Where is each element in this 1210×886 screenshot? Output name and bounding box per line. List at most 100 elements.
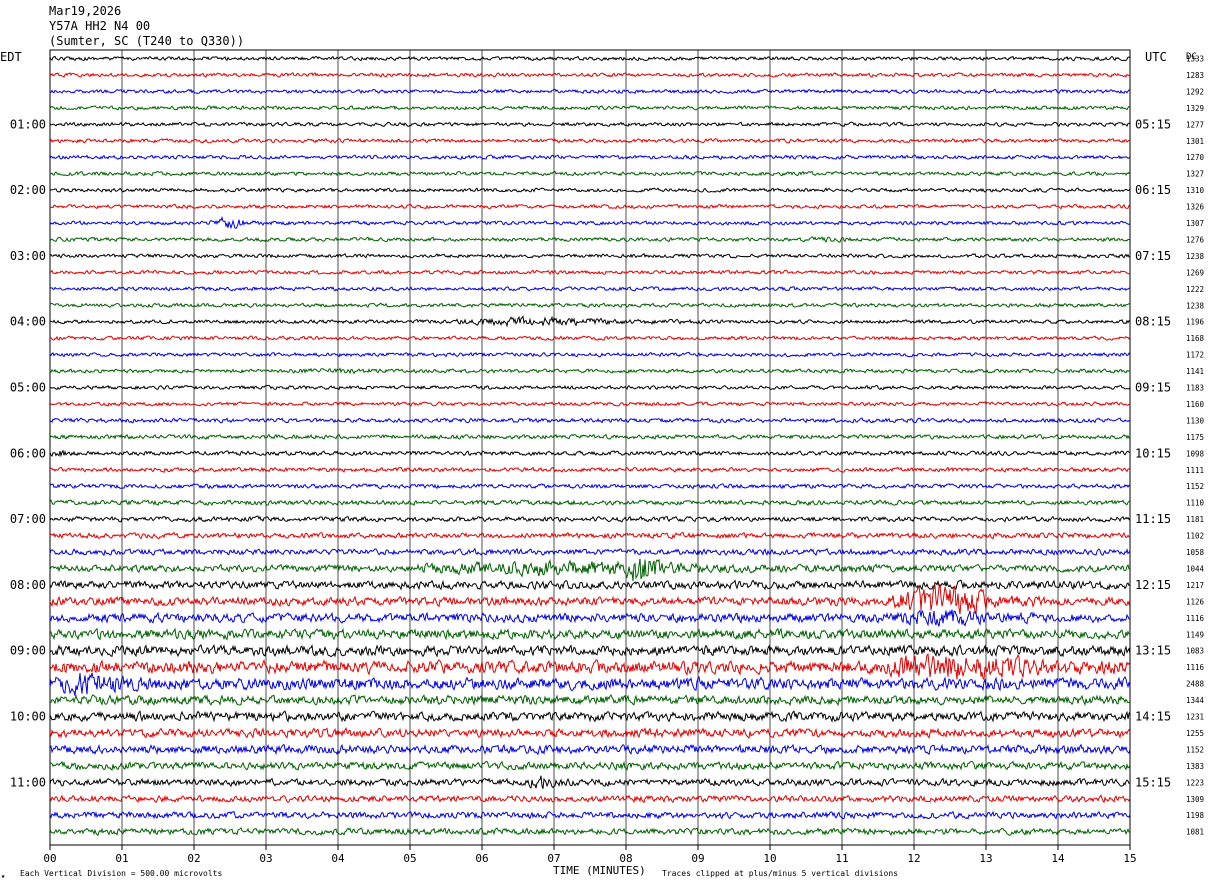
dc-offset-value: 1238 bbox=[1186, 252, 1205, 261]
utc-hour-label: 06:15 bbox=[1135, 183, 1171, 197]
utc-hour-label: 11:15 bbox=[1135, 512, 1171, 526]
trace-row-1 bbox=[49, 72, 1131, 78]
trace-row-18 bbox=[49, 351, 1131, 358]
trace-row-7 bbox=[49, 170, 1131, 177]
dc-offset-value: 1110 bbox=[1186, 499, 1205, 508]
trace-row-10 bbox=[49, 216, 1131, 230]
dc-offset-value: 1152 bbox=[1186, 482, 1204, 491]
trace-row-4 bbox=[49, 121, 1131, 128]
dc-offset-value: 1083 bbox=[1186, 647, 1204, 656]
dc-offset-value: 1327 bbox=[1186, 170, 1204, 179]
trace-row-9 bbox=[49, 203, 1131, 210]
dc-offset-value: 1309 bbox=[1186, 795, 1204, 804]
trace-row-5 bbox=[49, 137, 1131, 144]
dc-offset-value: 1307 bbox=[1186, 219, 1204, 228]
utc-hour-label: 05:15 bbox=[1135, 117, 1171, 131]
x-tick-label: 01 bbox=[115, 852, 128, 865]
minute-gridlines bbox=[121, 50, 1059, 845]
dc-offset-value: 1292 bbox=[1186, 87, 1204, 96]
trace-row-31 bbox=[49, 558, 1131, 582]
x-tick-label: 05 bbox=[403, 852, 416, 865]
x-axis-ticks: 00 01 02 03 04 05 06 07 08 09 10 11 12 13 14 15 bbox=[43, 845, 1137, 865]
x-tick-label: 10 bbox=[763, 852, 776, 865]
dc-offset-value: 2488 bbox=[1186, 680, 1205, 689]
dc-offset-value: 1333 bbox=[1186, 55, 1204, 64]
edt-hour-label: 09:00 bbox=[10, 644, 46, 658]
edt-hour-label: 03:00 bbox=[10, 249, 46, 263]
edt-hour-labels: 01:00 02:00 03:00 04:00 05:00 06:00 07:00 08:00… bbox=[10, 117, 46, 789]
dc-offset-value: 1181 bbox=[1186, 515, 1204, 524]
x-tick-label: 08 bbox=[619, 852, 632, 865]
utc-hour-label: 10:15 bbox=[1135, 446, 1171, 460]
trace-row-36 bbox=[49, 643, 1131, 658]
dc-offset-value: 1196 bbox=[1186, 318, 1205, 327]
dc-offset-value: 1270 bbox=[1186, 153, 1205, 162]
trace-row-35 bbox=[49, 627, 1131, 641]
trace-row-21 bbox=[49, 401, 1131, 407]
trace-row-45 bbox=[49, 794, 1131, 804]
trace-row-33 bbox=[49, 583, 1131, 615]
trace-row-27 bbox=[49, 499, 1131, 507]
station-location: (Sumter, SC (T240 to Q330)) bbox=[49, 34, 244, 48]
utc-hour-label: 07:15 bbox=[1135, 249, 1171, 263]
trace-row-12 bbox=[49, 253, 1131, 259]
dc-offset-value: 1126 bbox=[1186, 597, 1205, 606]
dc-offset-value: 1277 bbox=[1186, 120, 1204, 129]
x-tick-label: 09 bbox=[691, 852, 704, 865]
utc-hour-labels: 05:15 06:15 07:15 08:15 09:15 10:15 11:15 12:15… bbox=[1135, 117, 1171, 789]
trace-row-23 bbox=[49, 433, 1131, 440]
trace-row-25 bbox=[49, 466, 1131, 473]
dc-offset-value: 1160 bbox=[1186, 400, 1205, 409]
trace-row-34 bbox=[49, 609, 1131, 627]
dc-offset-value: 1269 bbox=[1186, 268, 1204, 277]
trace-row-6 bbox=[49, 154, 1131, 160]
x-tick-label: 11 bbox=[835, 852, 848, 865]
scale-note: Each Vertical Division = 500.00 microvol… bbox=[20, 869, 222, 878]
x-tick-label: 06 bbox=[475, 852, 488, 865]
dc-offset-value: 1310 bbox=[1186, 186, 1205, 195]
trace-row-39 bbox=[49, 694, 1131, 707]
trace-row-46 bbox=[49, 810, 1131, 820]
x-tick-label: 03 bbox=[259, 852, 272, 865]
edt-hour-label: 10:00 bbox=[10, 710, 46, 724]
trace-row-43 bbox=[49, 760, 1131, 772]
x-tick-label: 12 bbox=[907, 852, 920, 865]
trace-row-32 bbox=[49, 579, 1131, 591]
utc-hour-label: 14:15 bbox=[1135, 710, 1171, 724]
trace-row-44 bbox=[49, 775, 1131, 789]
trace-row-17 bbox=[49, 335, 1131, 341]
dc-offset-value: 1116 bbox=[1186, 614, 1205, 623]
trace-row-3 bbox=[49, 105, 1131, 111]
dc-offset-value: 1172 bbox=[1186, 351, 1204, 360]
dc-offset-value: 1326 bbox=[1186, 203, 1205, 212]
dc-offset-value: 1238 bbox=[1186, 301, 1205, 310]
trace-row-38 bbox=[49, 672, 1131, 696]
dc-offset-value: 1301 bbox=[1186, 137, 1204, 146]
dc-offset-value: 1098 bbox=[1186, 449, 1205, 458]
x-tick-label: 13 bbox=[979, 852, 992, 865]
x-tick-label: 04 bbox=[331, 852, 345, 865]
trace-row-14 bbox=[49, 286, 1131, 292]
record-date: Mar19,2026 bbox=[49, 4, 121, 18]
trace-row-15 bbox=[49, 302, 1131, 308]
x-tick-label: 14 bbox=[1051, 852, 1065, 865]
dc-offset-value: 1383 bbox=[1186, 762, 1204, 771]
channel-id: Y57A HH2 N4 00 bbox=[49, 19, 150, 33]
left-timezone-label: EDT bbox=[0, 50, 22, 64]
edt-hour-label: 02:00 bbox=[10, 183, 46, 197]
edt-hour-label: 08:00 bbox=[10, 578, 46, 592]
plot-frame bbox=[49, 49, 1131, 846]
x-tick-label: 15 bbox=[1123, 852, 1136, 865]
trace-row-24 bbox=[49, 449, 1131, 458]
x-tick-label: 02 bbox=[187, 852, 200, 865]
edt-hour-label: 06:00 bbox=[10, 446, 46, 460]
dc-offset-value: 1329 bbox=[1186, 104, 1204, 113]
x-tick-label: 07 bbox=[547, 852, 560, 865]
trace-row-26 bbox=[49, 483, 1131, 490]
dc-offset-value: 1081 bbox=[1186, 828, 1204, 837]
right-timezone-label: UTC bbox=[1145, 50, 1167, 64]
trace-row-37 bbox=[49, 653, 1131, 681]
dc-column-label: DC bbox=[1186, 52, 1197, 62]
trace-row-42 bbox=[49, 743, 1131, 756]
